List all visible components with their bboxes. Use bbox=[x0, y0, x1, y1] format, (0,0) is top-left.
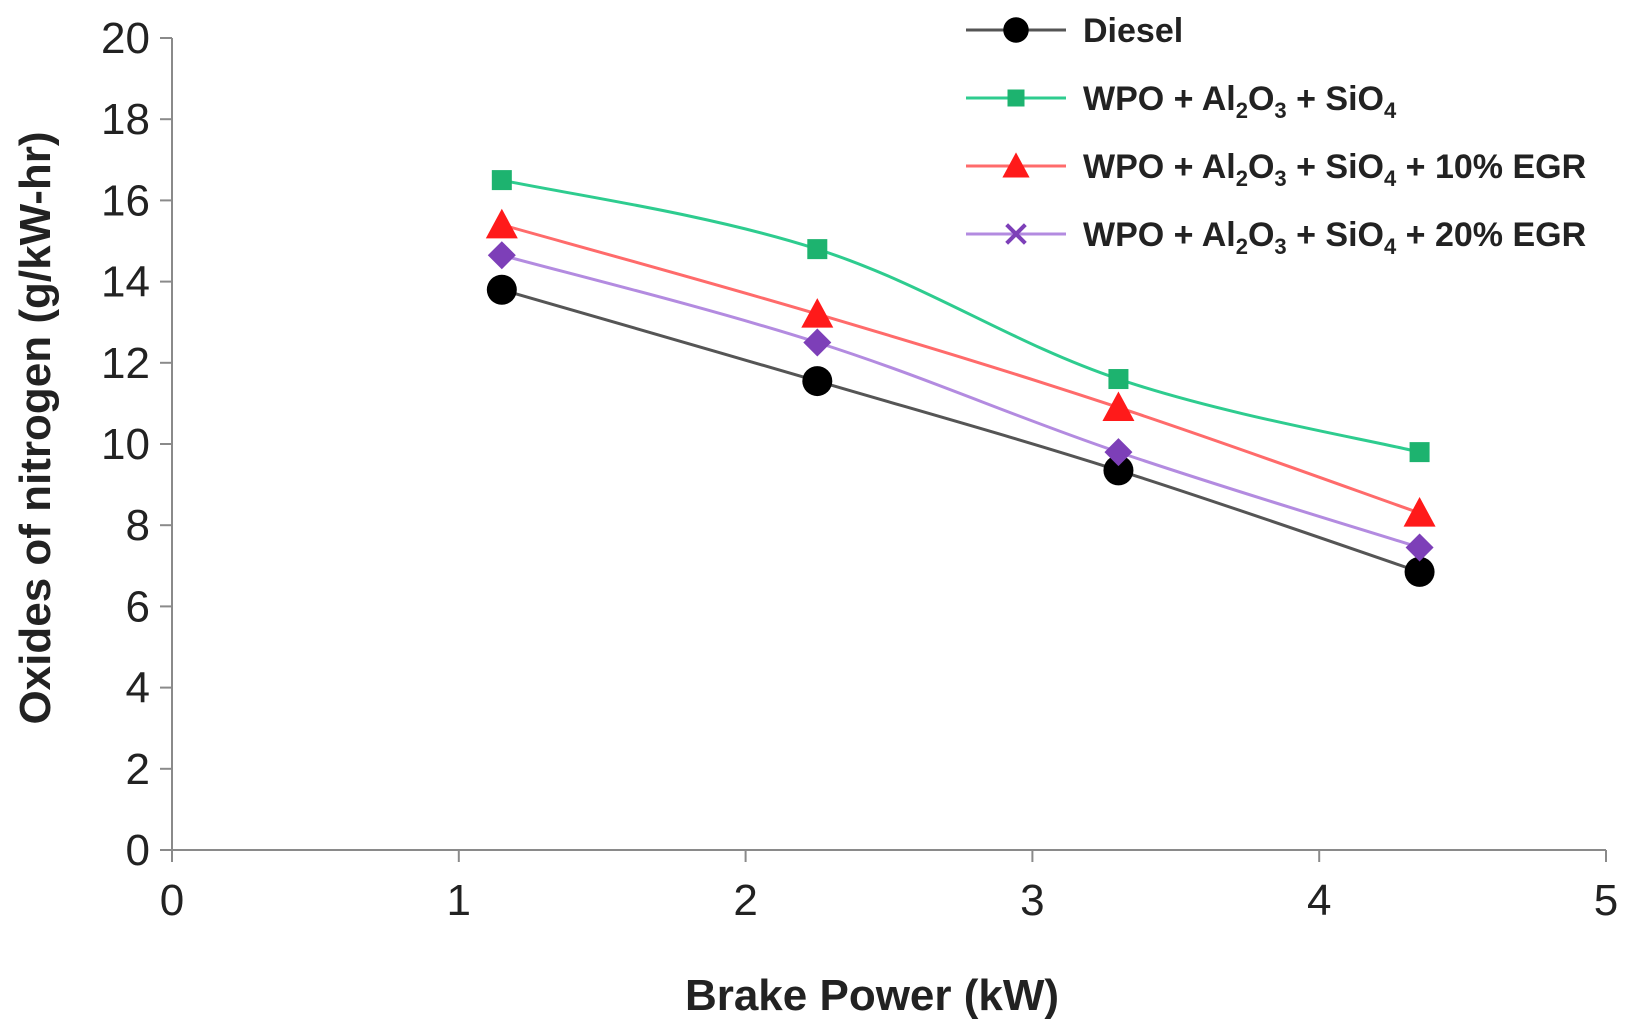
legend-subscript: 4 bbox=[1384, 98, 1397, 123]
legend-text-part: + SiO bbox=[1287, 216, 1384, 254]
legend-marker bbox=[1005, 223, 1027, 245]
data-point bbox=[1405, 533, 1434, 562]
y-tick-label: 20 bbox=[101, 14, 150, 63]
cross-stroke bbox=[1005, 223, 1027, 245]
data-point bbox=[1103, 455, 1134, 486]
legend-item-1: WPO + Al2O3 + SiO4 bbox=[966, 80, 1397, 123]
legend-subscript: 4 bbox=[1384, 234, 1397, 259]
legend-subscript: 2 bbox=[1236, 234, 1248, 259]
legend-text-part: WPO + Al bbox=[1083, 80, 1236, 118]
legend-text-part: O bbox=[1248, 216, 1274, 254]
y-tick-label: 8 bbox=[126, 501, 150, 550]
legend-label: WPO + Al2O3 + SiO4 + 20% EGR bbox=[1083, 216, 1586, 259]
series-3 bbox=[487, 241, 1434, 562]
legend-item-2: WPO + Al2O3 + SiO4 + 10% EGR bbox=[966, 148, 1586, 191]
legend-marker bbox=[1003, 17, 1029, 43]
legend-text-part: WPO + Al bbox=[1083, 216, 1236, 254]
legend-text-part: WPO + Al bbox=[1083, 148, 1236, 186]
legend-text-part: Diesel bbox=[1083, 12, 1183, 50]
series-line bbox=[501, 253, 1421, 549]
legend-text-part: + SiO bbox=[1287, 80, 1384, 118]
legend-label: WPO + Al2O3 + SiO4 + 10% EGR bbox=[1083, 148, 1586, 191]
data-point bbox=[801, 298, 834, 328]
y-tick-label: 2 bbox=[126, 745, 150, 794]
legend-subscript: 2 bbox=[1236, 166, 1248, 191]
y-axis-title: Oxides of nitrogen (g/kW-hr) bbox=[11, 131, 60, 724]
data-point bbox=[803, 328, 832, 357]
x-tick-label: 1 bbox=[447, 876, 471, 925]
legend-subscript: 3 bbox=[1274, 98, 1286, 123]
data-point bbox=[1104, 438, 1133, 467]
legend-label: WPO + Al2O3 + SiO4 bbox=[1083, 80, 1397, 123]
legend-text-part: + 20% EGR bbox=[1396, 216, 1586, 254]
y-tick-label: 0 bbox=[126, 826, 150, 875]
data-point bbox=[1409, 442, 1430, 463]
legend-text-part: + SiO bbox=[1287, 148, 1384, 186]
x-tick-label: 3 bbox=[1020, 876, 1044, 925]
series-layer bbox=[485, 170, 1436, 587]
legend-text-part: + 10% EGR bbox=[1396, 148, 1586, 186]
series-1 bbox=[491, 170, 1430, 463]
data-point bbox=[486, 274, 517, 305]
legend-subscript: 3 bbox=[1274, 166, 1286, 191]
data-point bbox=[1403, 497, 1436, 527]
data-point bbox=[1108, 369, 1129, 390]
legend-marker bbox=[1002, 152, 1030, 178]
y-tick-label: 10 bbox=[101, 420, 150, 469]
legend-text-part: O bbox=[1248, 80, 1274, 118]
series-2 bbox=[485, 208, 1436, 527]
series-0 bbox=[486, 274, 1435, 587]
legend-label: Diesel bbox=[1083, 12, 1183, 50]
y-tick-label: 6 bbox=[126, 582, 150, 631]
data-point bbox=[807, 239, 828, 260]
data-point bbox=[491, 170, 512, 191]
series-line bbox=[501, 288, 1421, 574]
data-point bbox=[485, 208, 518, 239]
data-point bbox=[802, 366, 833, 397]
y-tick-label: 4 bbox=[126, 664, 150, 713]
y-tick-label: 16 bbox=[101, 176, 150, 225]
legend-item-0: Diesel bbox=[966, 12, 1183, 50]
legend-subscript: 4 bbox=[1384, 166, 1397, 191]
y-tick-label: 18 bbox=[101, 95, 150, 144]
x-tick-label: 2 bbox=[733, 876, 757, 925]
y-tick-label: 14 bbox=[101, 258, 150, 307]
legend-subscript: 3 bbox=[1274, 234, 1286, 259]
legend-marker bbox=[1007, 89, 1025, 107]
data-point bbox=[1102, 391, 1135, 422]
y-tick-label: 12 bbox=[101, 339, 150, 388]
series-line bbox=[501, 223, 1421, 515]
legend-subscript: 2 bbox=[1236, 98, 1248, 123]
x-tick-label: 0 bbox=[160, 876, 184, 925]
x-tick-label: 4 bbox=[1307, 876, 1331, 925]
data-point bbox=[487, 241, 516, 270]
data-point bbox=[1404, 556, 1435, 587]
x-axis-title: Brake Power (kW) bbox=[685, 971, 1059, 1020]
legend-text-part: O bbox=[1248, 148, 1274, 186]
legend-item-3: WPO + Al2O3 + SiO4 + 20% EGR bbox=[966, 216, 1586, 259]
series-line bbox=[501, 178, 1420, 454]
x-tick-label: 5 bbox=[1594, 876, 1618, 925]
